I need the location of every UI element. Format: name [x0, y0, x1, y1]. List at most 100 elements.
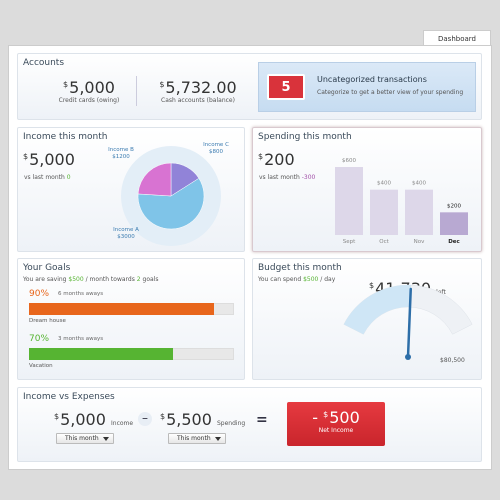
- sign: -: [312, 408, 319, 427]
- currency: $: [258, 152, 264, 161]
- compare: vs last month 0: [24, 174, 71, 181]
- text: / day: [320, 276, 336, 283]
- bar-value: $600: [342, 158, 356, 164]
- pie-slice: [137, 162, 172, 197]
- summary: You are saving $500 / month towards 2 go…: [23, 276, 158, 283]
- suffix: left: [436, 289, 446, 296]
- spending: $5,500 Spending: [160, 410, 245, 429]
- label: vs last month: [24, 174, 65, 181]
- period-select[interactable]: This month: [168, 433, 226, 444]
- bar-category: Oct: [379, 239, 389, 245]
- goal-time: 3 months aways: [58, 336, 104, 342]
- goal-fill: [29, 303, 214, 315]
- amount: 5,000: [69, 78, 115, 97]
- value: 0: [66, 174, 71, 181]
- count: 5: [267, 74, 305, 100]
- uncategorized[interactable]: 5 Uncategorized transactions Categorize …: [258, 62, 476, 112]
- bar: [370, 189, 398, 235]
- cash: $5,732.00 Cash accounts (balance): [158, 78, 238, 104]
- period-select[interactable]: This month: [56, 433, 114, 444]
- summary: You can spend $500 / day: [258, 276, 335, 283]
- amount: 5,000: [60, 410, 106, 429]
- amount: 5,732.00: [165, 78, 237, 97]
- gauge-chart: $80,500: [343, 284, 473, 364]
- label: Income: [111, 420, 134, 427]
- amount: $500: [68, 276, 84, 283]
- label: Cash accounts (balance): [161, 97, 235, 104]
- bar-value: $400: [377, 181, 391, 187]
- tab[interactable]: Dashboard: [423, 30, 491, 46]
- income-panel: Income this month $5,000 vs last month 0…: [17, 127, 245, 252]
- spending-panel: Spending this month $200 vs last month -…: [252, 127, 482, 252]
- currency: $: [54, 412, 60, 421]
- goal-fill: [29, 348, 173, 360]
- slice-name: Income B: [108, 147, 134, 153]
- goal-name: Dream house: [29, 318, 66, 324]
- bar: [440, 212, 468, 235]
- currency: $: [159, 80, 165, 89]
- goal-name: Vacation: [29, 363, 53, 369]
- amount: $200: [258, 150, 295, 169]
- currency: $: [63, 80, 69, 89]
- slice-value: $800: [209, 149, 223, 155]
- ive-panel: Income vs Expenses $5,000 Income This mo…: [17, 387, 482, 462]
- bar: [335, 167, 363, 235]
- currency: $: [323, 410, 329, 419]
- minus: –: [138, 412, 152, 426]
- gauge-needle: [406, 287, 412, 359]
- currency: $: [369, 281, 375, 290]
- slice-name: Income C: [203, 142, 229, 148]
- text: You are saving: [23, 276, 67, 283]
- credit: $5,000 Credit cards (owing): [54, 78, 124, 104]
- goal-percent: 90%: [29, 289, 50, 299]
- value: -300: [301, 174, 316, 181]
- bar-value: $400: [412, 181, 426, 187]
- slice-value: $1200: [112, 154, 130, 160]
- amount: $500: [303, 276, 319, 283]
- pie-chart: Income C$800 Income A$3000 Income B$1200: [108, 142, 229, 246]
- pie-slice: [137, 177, 205, 230]
- title: Income this month: [23, 132, 108, 142]
- text: goals: [142, 276, 159, 283]
- subtitle: Categorize to get a better view of your …: [317, 89, 464, 96]
- title: Income vs Expenses: [23, 392, 115, 402]
- currency: $: [160, 412, 166, 421]
- goal-percent: 70%: [29, 334, 50, 344]
- count: 2: [136, 276, 141, 283]
- title: Budget this month: [258, 263, 342, 273]
- bar-chart: $600 Sept $400 Oct $400 Nov $200 Dec: [335, 158, 468, 245]
- text: / month towards: [85, 276, 135, 283]
- compare: vs last month -300: [259, 174, 315, 181]
- slice-name: Income A: [113, 227, 139, 233]
- bar-category: Sept: [343, 239, 356, 245]
- value: 200: [264, 150, 295, 169]
- gauge-max: $80,500: [440, 357, 465, 364]
- goals-panel: Your Goals You are saving $500 / month t…: [17, 258, 245, 380]
- income: $5,000 Income: [54, 410, 133, 429]
- goal-time: 6 months aways: [58, 291, 104, 297]
- budget-panel: Budget this month You can spend $500 / d…: [252, 258, 482, 380]
- slice-value: $3000: [117, 234, 135, 240]
- text: You can spend: [258, 276, 302, 283]
- label: Spending: [217, 420, 246, 427]
- equals: =: [256, 412, 268, 428]
- accounts-panel: Accounts $5,000 Credit cards (owing) $5,…: [17, 53, 482, 120]
- title: Your Goals: [23, 263, 71, 273]
- gauge-fill: [343, 285, 411, 335]
- currency: $: [23, 152, 29, 161]
- label: Net Income: [318, 427, 354, 434]
- title: Spending this month: [258, 132, 352, 142]
- amount: 500: [329, 408, 360, 427]
- bar-value: $200: [447, 203, 461, 209]
- title: Uncategorized transactions: [317, 75, 427, 84]
- amount: $5,000: [23, 150, 75, 169]
- title: Accounts: [23, 58, 65, 68]
- value: 5,000: [29, 150, 75, 169]
- label: vs last month: [259, 174, 300, 181]
- label: Credit cards (owing): [58, 97, 120, 104]
- bar-category: Nov: [414, 239, 425, 245]
- amount: 5,500: [166, 410, 212, 429]
- gauge-pivot: [405, 354, 411, 360]
- bar: [405, 189, 433, 235]
